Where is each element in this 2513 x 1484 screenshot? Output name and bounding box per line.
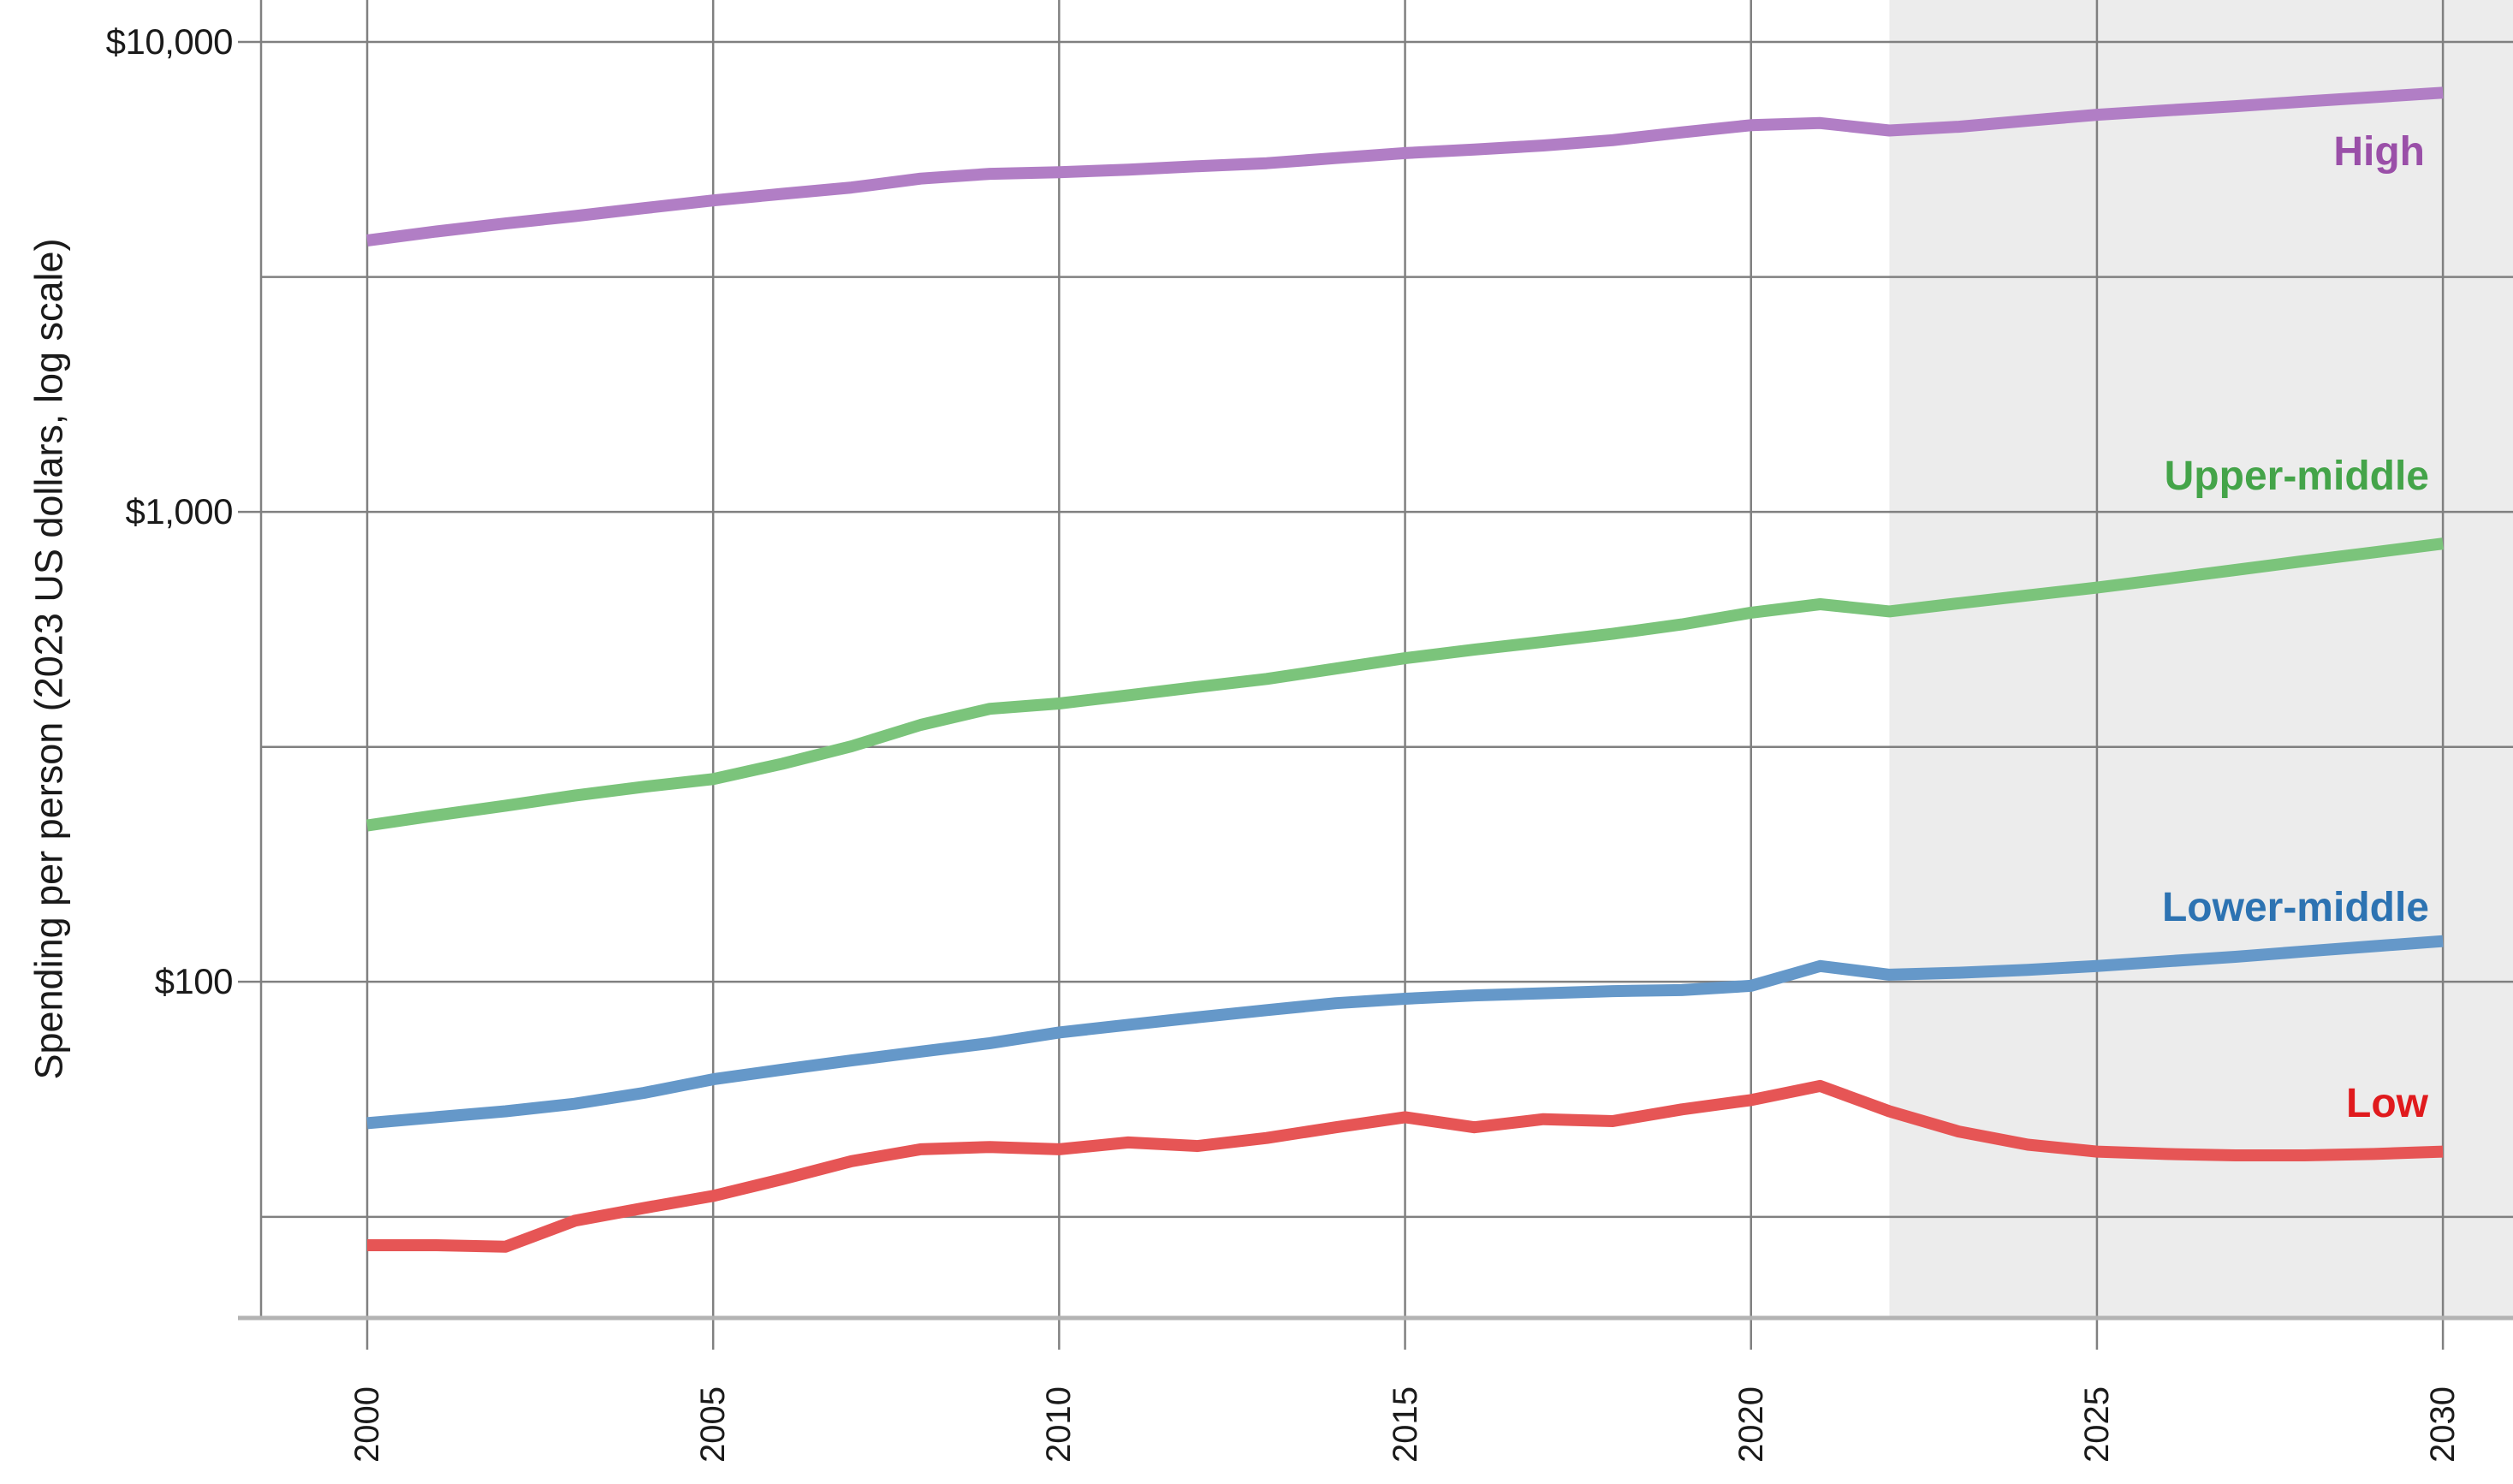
upper-middle-line (365, 537, 2444, 832)
y-tick-label-1000: $1,000 (125, 491, 234, 531)
high-line (366, 86, 2444, 246)
y-axis-title: Spending per person (2023 US dollars, lo… (27, 238, 71, 1080)
x-tick-label-2030: 2030 (2423, 1386, 2462, 1463)
x-tick-label-2020: 2020 (1732, 1386, 1770, 1463)
series-label-lower-middle: Lower-middle (2161, 885, 2429, 930)
x-tick-label-2000: 2000 (348, 1386, 386, 1463)
low-line (367, 1079, 2444, 1253)
x-tick-label-2025: 2025 (2077, 1386, 2116, 1463)
x-tick-label-2005: 2005 (693, 1386, 732, 1463)
series-label-low: Low (2346, 1081, 2428, 1126)
y-tick-label-10000: $10,000 (105, 21, 234, 62)
series-label-high: High (2333, 129, 2425, 175)
lower-middle-line (366, 935, 2444, 1130)
y-tick-label-100: $100 (154, 961, 234, 1001)
x-tick-label-2010: 2010 (1039, 1386, 1078, 1463)
projection-shaded-region (1889, 0, 2513, 1318)
series-label-upper-middle: Upper-middle (2164, 454, 2429, 499)
x-tick-label-2015: 2015 (1386, 1386, 1424, 1463)
